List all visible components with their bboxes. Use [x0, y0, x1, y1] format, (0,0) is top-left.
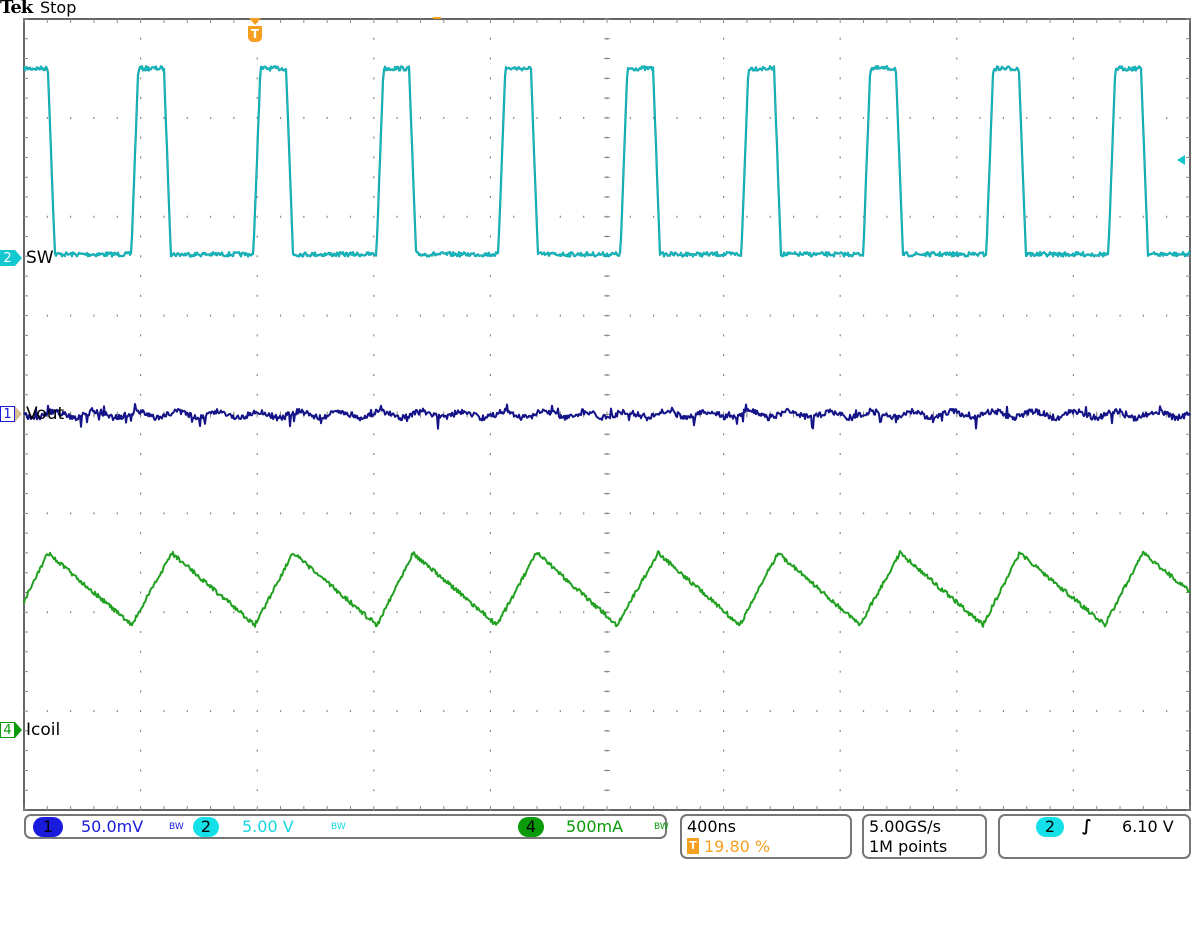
ch1-label: Vout — [26, 404, 65, 424]
waveform-display — [22, 18, 1191, 811]
ch4-ground-marker[interactable]: 4 Icoil — [0, 720, 61, 740]
ch1-scale[interactable]: 50.0mV — [81, 817, 144, 836]
ch2-ground-marker[interactable]: 2 SW — [0, 248, 54, 268]
ch2-marker-number: 2 — [0, 250, 15, 266]
ch1-badge[interactable]: 1 — [33, 817, 63, 837]
ch4-scale[interactable]: 500mA — [566, 817, 624, 836]
bw-limit-icon: BW — [169, 822, 184, 832]
trigger-position: 19.80 % — [704, 837, 771, 856]
acquisition-settings-box[interactable]: 5.00GS/s 1M points — [862, 814, 987, 859]
horizontal-position-marker — [433, 17, 441, 19]
trace-vout — [23, 403, 1191, 430]
trigger-position-marker[interactable]: T — [248, 18, 262, 42]
center-axis-ticks — [23, 18, 1191, 811]
bw-limit-icon: BW — [654, 822, 669, 832]
sample-rate: 5.00GS/s — [869, 817, 941, 836]
rising-edge-icon: ∫ — [1082, 816, 1092, 835]
trigger-source-badge: 2 — [1036, 817, 1064, 837]
ch2-badge[interactable]: 2 — [193, 817, 219, 837]
ch1-ground-marker[interactable]: 1 Vout — [0, 404, 65, 424]
trigger-level: 6.10 V — [1122, 817, 1174, 836]
bw-limit-icon: BW — [331, 822, 346, 832]
ch4-marker-number: 4 — [0, 722, 15, 738]
trigger-t-icon: T — [687, 838, 699, 854]
ch1-marker-number: 1 — [0, 406, 15, 422]
trigger-arrow-icon — [249, 18, 261, 25]
horizontal-settings-box[interactable]: 400ns T 19.80 % — [680, 814, 852, 859]
time-per-div: 400ns — [687, 817, 737, 836]
trace-icoil — [23, 550, 1191, 628]
ch4-label: Icoil — [26, 720, 61, 740]
marker-arrow-icon — [15, 722, 22, 738]
trace-sw — [22, 65, 1191, 258]
trace-sw-highlight — [23, 64, 1191, 259]
tek-logo: Tek — [0, 0, 33, 18]
trigger-level-marker[interactable] — [1177, 155, 1185, 165]
marker-arrow-icon — [15, 406, 22, 422]
ch4-badge[interactable]: 4 — [518, 817, 544, 837]
trigger-settings-box[interactable]: 2 ∫ 6.10 V — [998, 814, 1191, 859]
record-length: 1M points — [869, 837, 948, 856]
marker-arrow-icon — [15, 250, 22, 266]
ch2-label: SW — [26, 248, 54, 268]
ch2-scale[interactable]: 5.00 V — [242, 817, 294, 836]
vertical-settings-box: 1 50.0mV BW 2 5.00 V BW 4 500mA BW — [24, 814, 669, 839]
trigger-t-icon: T — [248, 26, 262, 42]
acquisition-status: Stop — [40, 0, 77, 17]
